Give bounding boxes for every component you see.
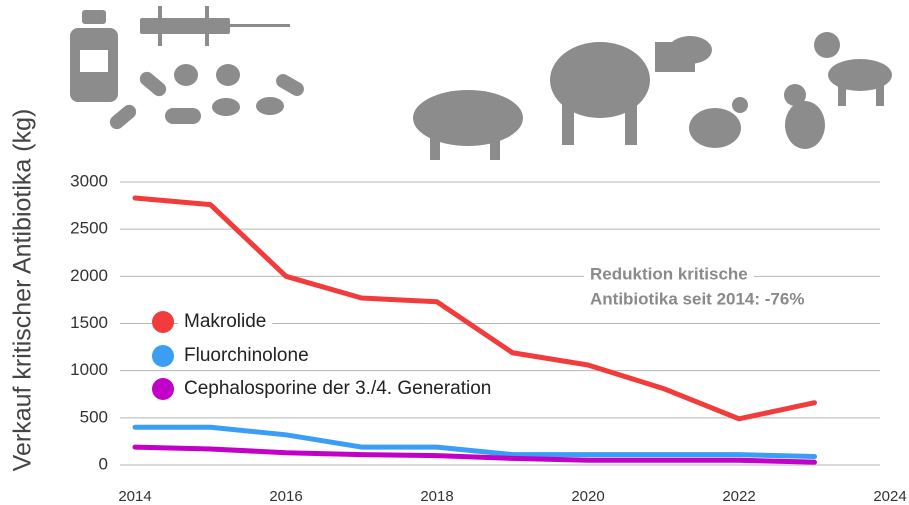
legend-label: Fluorchinolone: [184, 345, 309, 366]
legend-label: Makrolide: [184, 311, 266, 332]
annotation: Reduktion kritische: [590, 264, 748, 283]
x-tick-label: 2014: [118, 488, 151, 505]
y-tick-label: 2000: [70, 266, 108, 285]
legend-marker: [152, 345, 174, 367]
annotation-group: Antibiotika seit 2014: -76%: [584, 287, 810, 310]
legend-marker: [152, 378, 174, 400]
x-tick-label: 2018: [420, 488, 453, 505]
icons: [70, 6, 892, 160]
y-tick-label: 500: [80, 407, 108, 426]
annotation: Antibiotika seit 2014: -76%: [590, 289, 804, 308]
legend-label-group: Cephalosporine der 3./4. Generation: [178, 376, 497, 401]
y-axis-label: Verkauf kritischer Antibiotika (kg): [9, 109, 37, 472]
y-tick-label: 3000: [70, 171, 108, 190]
annotation-group: Reduktion kritische: [584, 262, 754, 285]
y-tick-label: 2500: [70, 219, 108, 238]
x-tick-label: 2022: [722, 488, 755, 505]
y-tick-label: 1500: [70, 313, 108, 332]
legend-marker: [152, 311, 174, 333]
x-tick-label: 2020: [571, 488, 604, 505]
legend-label-group: Fluorchinolone: [178, 343, 315, 368]
legend-label-group: Makrolide: [178, 309, 272, 334]
y-tick-label: 1000: [70, 360, 108, 379]
legend-label: Cephalosporine der 3./4. Generation: [184, 378, 491, 399]
x-tick-label: 2024: [873, 488, 906, 505]
x-tick-label: 2016: [269, 488, 302, 505]
chart: Verkauf kritischer Antibiotika (kg) 0 500…: [0, 0, 909, 505]
y-tick-label: 0: [99, 454, 108, 473]
